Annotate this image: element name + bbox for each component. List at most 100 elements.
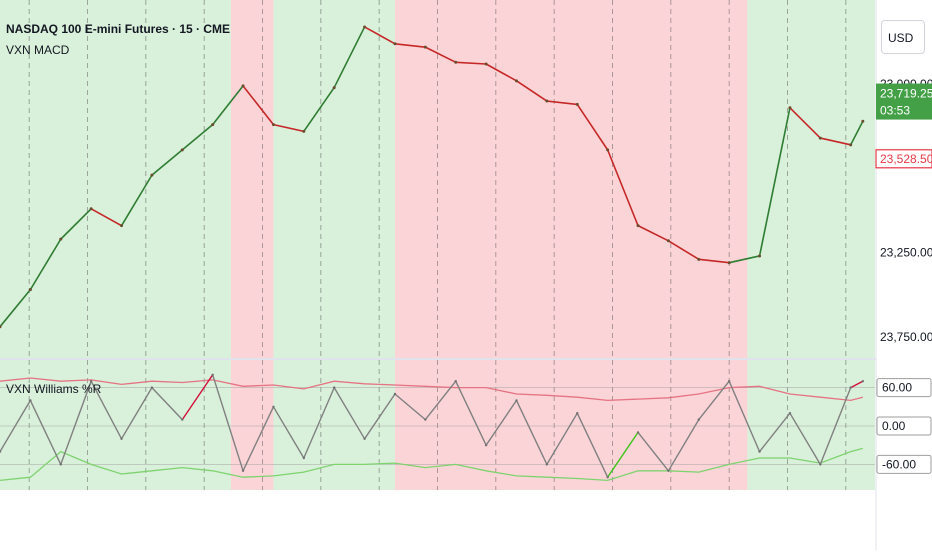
osc-point[interactable] (89, 380, 93, 383)
osc-point[interactable] (454, 380, 457, 383)
prev-close-badge[interactable] (875, 149, 932, 169)
osc-segment[interactable] (394, 393, 426, 421)
price-point[interactable] (120, 224, 124, 228)
osc-segment[interactable] (212, 374, 244, 472)
osc-segment[interactable] (0, 400, 31, 452)
price-point[interactable] (818, 136, 822, 140)
price-segment[interactable] (364, 26, 396, 45)
price-point[interactable] (606, 148, 610, 152)
osc-point[interactable] (59, 463, 62, 466)
osc-point[interactable] (515, 399, 518, 402)
osc-point[interactable] (788, 412, 792, 415)
osc-segment[interactable] (90, 380, 123, 440)
price-point[interactable] (788, 106, 792, 110)
osc-segment[interactable] (333, 387, 366, 440)
price-segment[interactable] (60, 208, 92, 240)
osc-segment[interactable] (728, 380, 761, 452)
price-segment[interactable] (576, 103, 609, 151)
price-segment[interactable] (789, 107, 821, 139)
price-segment[interactable] (667, 240, 700, 261)
price-segment[interactable] (0, 289, 32, 328)
price-segment[interactable] (516, 80, 548, 102)
osc-point[interactable] (211, 373, 214, 376)
price-point[interactable] (666, 239, 670, 243)
osc-point[interactable] (424, 418, 427, 421)
price-point[interactable] (241, 84, 245, 88)
price-point[interactable] (271, 123, 275, 127)
price-segment[interactable] (455, 61, 487, 65)
osc-segment[interactable] (607, 432, 639, 478)
osc-segment[interactable] (29, 400, 62, 465)
osc-segment[interactable] (151, 387, 183, 421)
price-point[interactable] (636, 224, 640, 228)
osc-segment[interactable] (850, 380, 864, 389)
price-segment[interactable] (273, 123, 304, 133)
price-point[interactable] (332, 86, 336, 90)
osc-segment[interactable] (60, 380, 92, 465)
osc-point[interactable] (576, 412, 579, 415)
osc-segment[interactable] (546, 412, 578, 465)
price-point[interactable] (861, 119, 865, 123)
price-segment[interactable] (394, 42, 426, 48)
price-point[interactable] (727, 261, 731, 265)
osc-point[interactable] (0, 450, 2, 453)
price-segment[interactable] (758, 107, 791, 257)
osc-segment[interactable] (637, 431, 669, 472)
price-segment[interactable] (849, 120, 864, 146)
osc-point[interactable] (181, 418, 184, 421)
price-segment[interactable] (424, 46, 457, 64)
sub-indicator-label[interactable]: VXN Williams %R (6, 382, 102, 396)
price-segment[interactable] (637, 224, 669, 242)
oscillator-series[interactable] (0, 373, 865, 482)
osc-point[interactable] (667, 469, 670, 472)
osc-point[interactable] (697, 418, 700, 421)
price-point[interactable] (211, 123, 215, 127)
price-segment[interactable] (333, 26, 366, 88)
price-point[interactable] (28, 288, 32, 292)
main-indicator-label[interactable]: VXN MACD (6, 43, 70, 57)
price-segment[interactable] (151, 149, 183, 176)
lower-band-line[interactable] (0, 447, 863, 482)
symbol-title[interactable]: NASDAQ 100 E-mini Futures · 15 · CME (6, 22, 231, 36)
price-point[interactable] (423, 45, 427, 49)
price-point[interactable] (59, 237, 63, 241)
osc-point[interactable] (241, 469, 245, 472)
price-point[interactable] (545, 99, 549, 103)
price-segment[interactable] (546, 100, 578, 106)
price-point[interactable] (514, 79, 518, 83)
osc-segment[interactable] (667, 419, 700, 472)
osc-point[interactable] (333, 386, 336, 389)
osc-point[interactable] (545, 463, 549, 466)
osc-point[interactable] (484, 444, 488, 447)
price-point[interactable] (180, 148, 184, 152)
price-point[interactable] (849, 143, 853, 147)
osc-point[interactable] (727, 380, 731, 383)
upper-band-line[interactable] (0, 377, 863, 402)
osc-point[interactable] (120, 437, 123, 440)
price-point[interactable] (0, 325, 2, 329)
osc-segment[interactable] (758, 412, 791, 453)
osc-point[interactable] (150, 386, 154, 389)
price-series[interactable] (0, 25, 865, 329)
osc-segment[interactable] (364, 393, 396, 440)
price-point[interactable] (150, 173, 154, 177)
price-segment[interactable] (485, 63, 517, 82)
osc-segment[interactable] (120, 387, 153, 440)
osc-segment[interactable] (424, 380, 457, 421)
osc-point[interactable] (606, 476, 609, 479)
osc-point[interactable] (636, 431, 640, 434)
price-point[interactable] (484, 62, 488, 66)
price-point[interactable] (575, 102, 579, 106)
price-point[interactable] (697, 257, 701, 261)
price-segment[interactable] (242, 85, 275, 126)
osc-segment[interactable] (698, 380, 730, 421)
price-point[interactable] (363, 25, 367, 29)
price-segment[interactable] (120, 174, 153, 227)
osc-point[interactable] (363, 437, 366, 440)
currency-selector[interactable]: USD (881, 20, 925, 54)
price-segment[interactable] (181, 123, 214, 151)
price-segment[interactable] (29, 238, 62, 291)
price-segment[interactable] (728, 255, 760, 264)
